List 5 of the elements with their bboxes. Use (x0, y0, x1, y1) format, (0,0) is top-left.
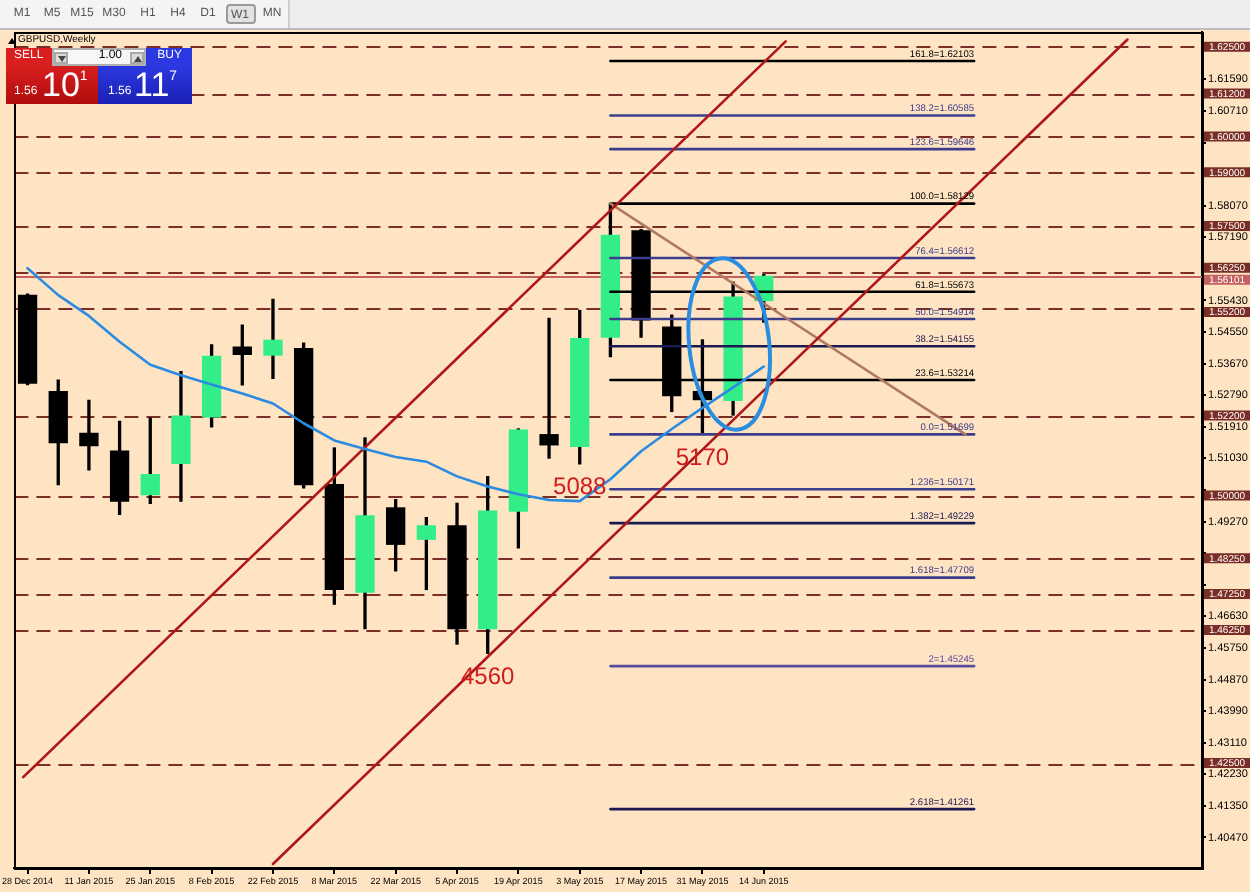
annotation: 11$^{7}$ (134, 66, 178, 104)
candlestick (539, 317, 559, 459)
annotation: 10$^{1}$ (42, 66, 88, 104)
candlestick (79, 399, 99, 471)
candlestick (263, 298, 283, 380)
